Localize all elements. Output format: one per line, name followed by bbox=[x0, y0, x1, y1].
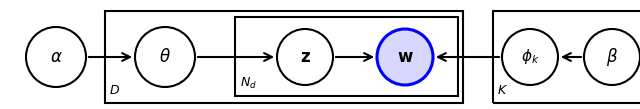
Text: K: K bbox=[498, 84, 506, 97]
Bar bbox=[493, 11, 640, 103]
Circle shape bbox=[584, 29, 640, 85]
Text: $\alpha$: $\alpha$ bbox=[50, 48, 62, 66]
Text: $\phi_k$: $\phi_k$ bbox=[521, 48, 540, 66]
Text: $\mathbf{z}$: $\mathbf{z}$ bbox=[300, 48, 310, 66]
Text: $N_d$: $N_d$ bbox=[240, 76, 257, 91]
Text: D: D bbox=[110, 84, 120, 97]
Circle shape bbox=[377, 29, 433, 85]
Bar bbox=[105, 11, 463, 103]
Bar bbox=[235, 17, 458, 96]
Text: $\mathbf{w}$: $\mathbf{w}$ bbox=[397, 48, 413, 66]
Circle shape bbox=[135, 27, 195, 87]
Circle shape bbox=[277, 29, 333, 85]
Text: $\beta$: $\beta$ bbox=[606, 46, 618, 68]
Circle shape bbox=[502, 29, 558, 85]
Text: $\theta$: $\theta$ bbox=[159, 48, 171, 66]
Circle shape bbox=[26, 27, 86, 87]
